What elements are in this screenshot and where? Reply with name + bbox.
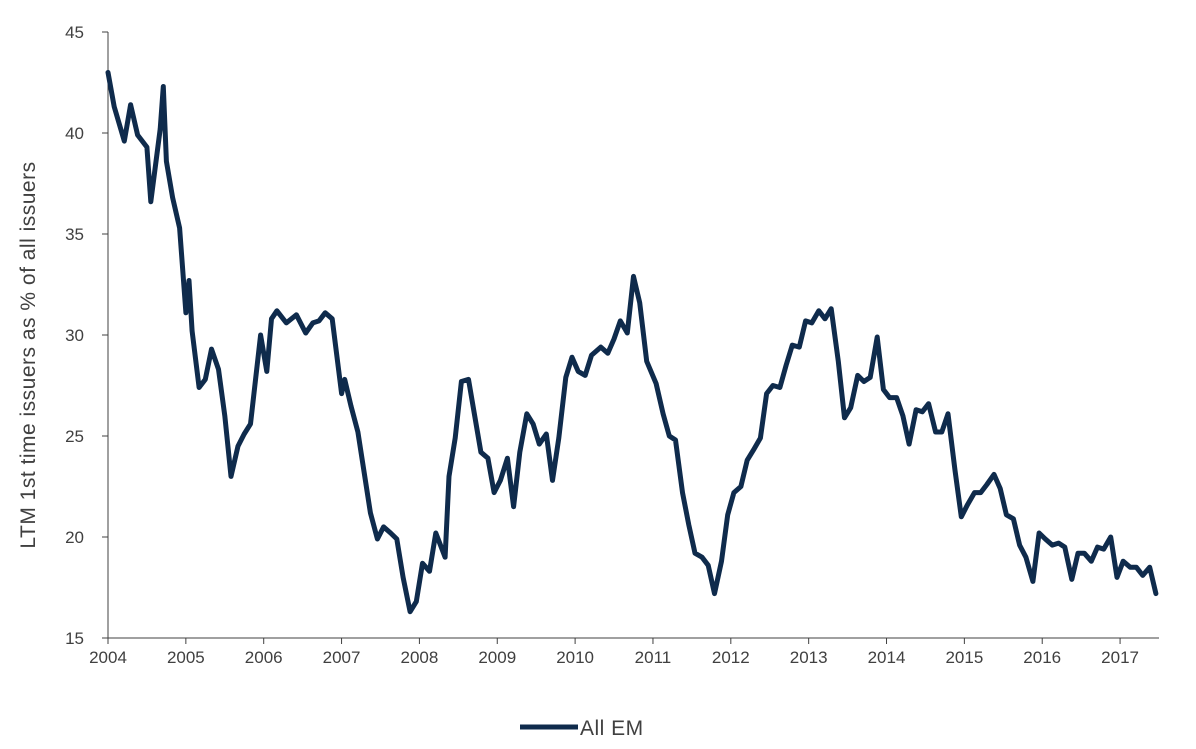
x-tick-label: 2010 — [556, 648, 594, 667]
y-tick-label: 20 — [65, 528, 84, 547]
legend-label-all-em: All EM — [580, 717, 644, 740]
y-ticks: 15 20 25 30 35 40 45 — [65, 23, 108, 648]
x-tick-label: 2005 — [167, 648, 205, 667]
x-tick-label: 2008 — [400, 648, 438, 667]
y-axis-title: LTM 1st time issuers as % of all issuers — [17, 161, 40, 548]
axes-group — [107, 32, 1159, 639]
y-tick-label: 15 — [65, 629, 84, 648]
x-tick-label: 2014 — [868, 648, 906, 667]
x-tick-label: 2013 — [790, 648, 828, 667]
y-tick-label: 40 — [65, 124, 84, 143]
y-tick-label: 35 — [65, 225, 84, 244]
legend: All EM — [520, 717, 644, 740]
x-tick-label: 2017 — [1101, 648, 1139, 667]
series-layer — [105, 69, 1159, 615]
x-tick-label: 2007 — [323, 648, 361, 667]
y-tick-label: 30 — [65, 326, 84, 345]
y-tick-label: 45 — [65, 23, 84, 42]
series-line-all-em — [105, 69, 1159, 615]
x-tick-label: 2009 — [478, 648, 516, 667]
x-tick-label: 2016 — [1023, 648, 1061, 667]
x-tick-label: 2015 — [945, 648, 983, 667]
x-tick-label: 2011 — [635, 648, 672, 667]
x-tick-label: 2006 — [245, 648, 283, 667]
x-tick-label: 2012 — [712, 648, 750, 667]
y-tick-label: 25 — [65, 427, 84, 446]
x-ticks: 2004 2005 2006 2007 2008 2009 2010 2011 2012 2013… — [89, 638, 1139, 667]
x-tick-label: 2004 — [89, 648, 127, 667]
